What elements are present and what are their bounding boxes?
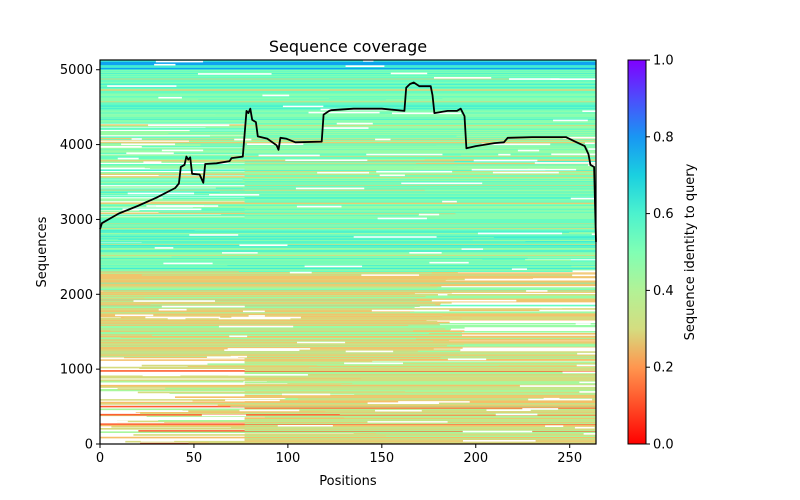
y-axis: 0 1000 2000 3000 4000 5000 — [60, 63, 100, 453]
x-tick-label: 150 — [369, 451, 394, 466]
y-tick-label: 3000 — [60, 213, 93, 228]
colorbar-tick-label: 0.4 — [653, 284, 674, 299]
x-axis: 0 50 100 150 200 250 — [96, 444, 582, 466]
coverage-line — [99, 81, 597, 242]
y-tick-label: 0 — [85, 438, 93, 453]
colorbar-tick-label: 1.0 — [653, 54, 674, 69]
y-axis-label: Sequences — [35, 216, 50, 287]
chart-title: Sequence coverage — [269, 37, 427, 56]
x-tick-label: 50 — [186, 451, 203, 466]
x-axis-label: Positions — [319, 474, 377, 489]
colorbar-label: Sequence identity to query — [683, 163, 698, 340]
y-tick-label: 5000 — [60, 63, 93, 78]
colorbar-tick-label: 0.8 — [653, 130, 674, 145]
y-tick-label: 4000 — [60, 138, 93, 153]
colorbar — [627, 59, 647, 445]
y-tick-label: 2000 — [60, 288, 93, 303]
coverage-line-group — [99, 81, 597, 242]
colorbar-ticks: 0.0 0.2 0.4 0.6 0.8 1.0 — [646, 54, 674, 453]
x-tick-label: 0 — [96, 451, 104, 466]
y-tick-label: 1000 — [60, 363, 93, 378]
coverage-heatmap — [100, 59, 596, 445]
colorbar-tick-label: 0.2 — [653, 361, 674, 376]
colorbar-tick-label: 0.0 — [653, 438, 674, 453]
plot-frame — [99, 59, 597, 445]
x-tick-label: 250 — [557, 451, 582, 466]
x-tick-label: 200 — [463, 451, 488, 466]
x-tick-label: 100 — [275, 451, 300, 466]
colorbar-tick-label: 0.6 — [653, 207, 674, 222]
